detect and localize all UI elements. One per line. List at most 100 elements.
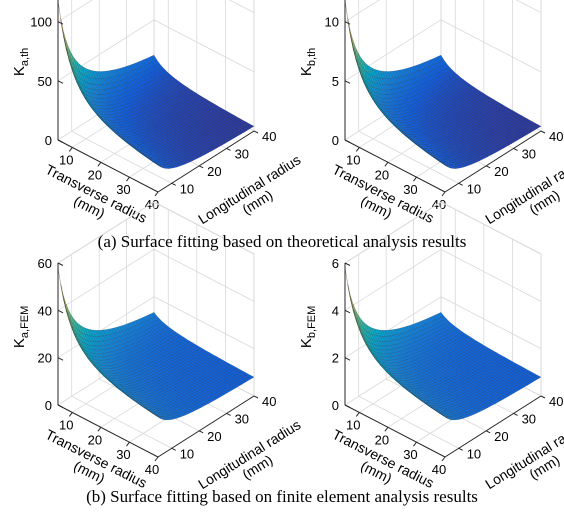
grid-line [153, 248, 255, 302]
surface-mesh [344, 0, 542, 169]
y-tick [540, 130, 546, 134]
z-tick [57, 139, 64, 143]
y-tick-label: 20 [494, 164, 508, 179]
grid-line [57, 248, 155, 311]
x-tick-label: 30 [116, 182, 130, 197]
y-tick-label: 30 [235, 146, 249, 161]
y-tick [171, 182, 176, 186]
z-tick-label: 20 [38, 351, 52, 366]
x-tick [126, 441, 130, 447]
z-tick-label: 0 [45, 133, 52, 148]
y-tick [485, 165, 491, 169]
y-tick [253, 130, 259, 134]
x-tick [68, 147, 73, 152]
z-tick-label: 10 [325, 15, 339, 30]
z-tick [57, 309, 64, 314]
grid-line [440, 248, 542, 302]
surface-mesh [57, 0, 255, 169]
x-tick [126, 176, 130, 182]
surface-mesh [57, 267, 255, 421]
surface-patch [60, 17, 67, 47]
z-tick-label: 100 [30, 15, 52, 30]
x-tick [355, 147, 360, 152]
grid-line [71, 130, 172, 184]
x-tick [154, 456, 159, 462]
y-tick-label: 40 [262, 129, 276, 144]
x-tick [97, 426, 102, 432]
x-tick [413, 176, 417, 182]
z-tick [344, 80, 351, 84]
y-tick-label: 30 [522, 146, 536, 161]
z-tick-label: 50 [38, 74, 52, 89]
y-tick-label: 20 [207, 164, 221, 179]
grid-line [358, 130, 459, 184]
x-tick [97, 161, 102, 167]
z-tick [57, 357, 64, 361]
z-tick-label: 60 [38, 256, 52, 271]
z-axis-label-main: K [298, 66, 315, 76]
surface-patch [60, 283, 67, 309]
x-tick [154, 191, 159, 197]
z-tick [57, 262, 64, 266]
x-tick-label: 20 [88, 432, 102, 447]
x-tick-label: 10 [346, 152, 360, 167]
x-tick-label: 10 [59, 152, 73, 167]
y-tick-label: 30 [235, 411, 249, 426]
surface-patch [347, 17, 354, 47]
z-axis-label: Kb,th [298, 48, 318, 76]
surface-patch [63, 295, 69, 316]
z-axis-label-sub: b,th [306, 48, 318, 66]
z-tick-label: 0 [45, 398, 52, 413]
z-axis-label-sub: a,th [19, 48, 31, 66]
z-tick-label: 0 [332, 133, 339, 148]
y-tick [226, 412, 231, 416]
z-tick [57, 404, 64, 408]
x-tick-label: 20 [375, 167, 389, 182]
y-tick [513, 147, 518, 151]
x-tick [384, 161, 389, 167]
surface-patch [350, 295, 356, 316]
grid-line [228, 0, 255, 14]
z-axis-label-sub: a,FEM [19, 306, 31, 338]
surface-mesh [344, 267, 542, 421]
y-tick [198, 165, 204, 169]
y-tick [253, 395, 259, 399]
x-tick-label: 10 [59, 417, 73, 432]
y-tick-label: 40 [549, 129, 563, 144]
z-axis-label: Ka,th [11, 48, 31, 76]
y-tick [458, 182, 463, 186]
grid-line [344, 248, 442, 311]
y-tick-label: 10 [180, 181, 194, 196]
y-tick-label: 20 [207, 429, 221, 444]
z-tick [57, 21, 64, 25]
z-tick [57, 80, 64, 84]
z-axis-label-main: K [11, 66, 28, 76]
z-axis-label-main: K [11, 338, 28, 348]
x-tick-label: 40 [145, 197, 159, 212]
x-axis-line [57, 139, 159, 193]
grid-line [440, 19, 542, 73]
y-tick-label: 10 [180, 446, 194, 461]
y-tick-label: 40 [262, 394, 276, 409]
surface-patch [63, 30, 69, 55]
surface-patch [350, 30, 356, 55]
y-axis-line [157, 130, 255, 193]
y-tick-label: 10 [467, 181, 481, 196]
surface-patch [347, 283, 354, 309]
grid-line [515, 0, 542, 14]
grid-line [344, 0, 380, 23]
x-tick [68, 412, 73, 417]
y-tick [198, 430, 204, 434]
y-tick [226, 147, 231, 151]
x-tick-label: 20 [88, 167, 102, 182]
z-axis-label: Ka,FEM [11, 306, 31, 348]
z-tick-label: 40 [38, 303, 52, 318]
z-tick [344, 21, 351, 25]
z-tick [344, 139, 351, 143]
y-tick [171, 447, 176, 451]
surface-patch [155, 162, 161, 168]
grid-line [57, 0, 93, 23]
